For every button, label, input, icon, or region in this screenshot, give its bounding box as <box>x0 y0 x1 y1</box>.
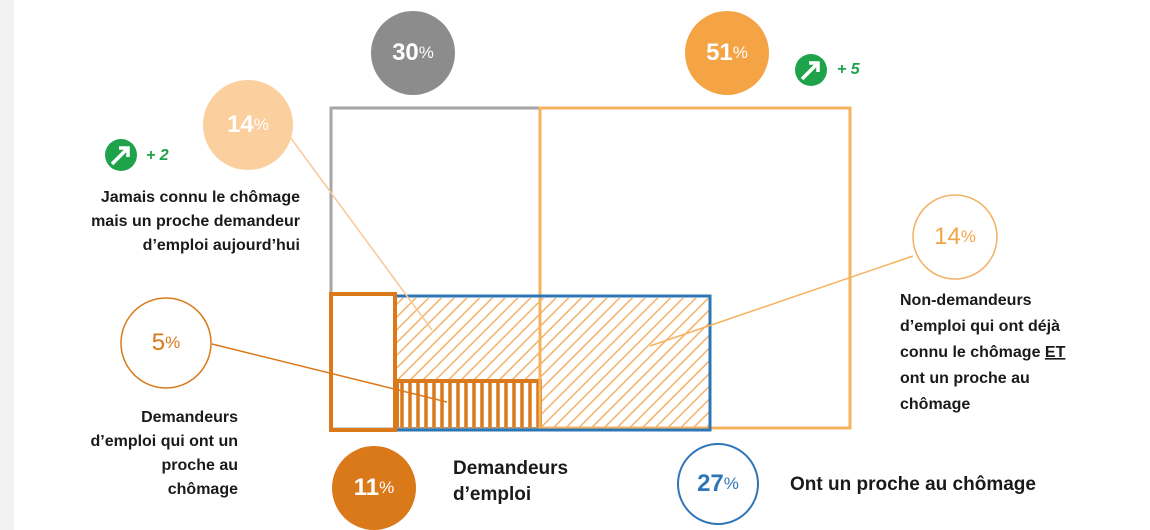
label: Ont un proche au chômage <box>790 474 1036 495</box>
bubble <box>912 194 998 280</box>
leader-line <box>275 117 433 331</box>
trend-label: + 2 <box>146 147 169 164</box>
bubble <box>332 446 416 530</box>
label: d’emploi aujourd’hui <box>143 237 300 254</box>
hatch-past-close <box>540 298 709 429</box>
label: d’emploi qui ont un <box>90 433 238 450</box>
bubble-value: 14% <box>227 111 269 138</box>
bubble <box>677 443 759 525</box>
bubble-value: 5% <box>152 329 180 356</box>
label: Non-demandeurs <box>900 292 1032 309</box>
set-has-close <box>538 106 852 430</box>
label: connu le chômage ET <box>900 344 1066 361</box>
label: Jamais connu le chômage <box>101 189 300 206</box>
label: ont un proche au <box>900 370 1030 387</box>
bubble <box>371 11 455 95</box>
bubble-value: 51% <box>706 39 748 66</box>
side-strip <box>0 0 14 530</box>
trend-icon <box>105 139 137 171</box>
trend-icon <box>795 54 827 86</box>
bubble <box>120 297 212 389</box>
label: chômage <box>900 396 970 413</box>
label: d’emploi <box>453 484 531 505</box>
trend-label: + 5 <box>837 61 861 78</box>
bubble-value: 14% <box>934 223 976 250</box>
hatch-close-only <box>397 298 540 380</box>
label: Demandeurs <box>453 458 568 479</box>
bubble-value: 27% <box>697 470 739 497</box>
bubble <box>203 80 293 170</box>
label: proche au <box>162 457 238 474</box>
label: mais un proche demandeur <box>91 213 300 230</box>
label: d’emploi qui ont déjà <box>900 318 1060 335</box>
label: Demandeurs <box>141 409 238 426</box>
label: chômage <box>168 481 238 498</box>
bubble-value: 11% <box>354 474 395 501</box>
set-seekers <box>329 292 397 432</box>
hatch-seekers-close <box>395 379 542 431</box>
bubble-value: 30% <box>392 39 434 66</box>
leader-line <box>211 343 448 403</box>
leader-line <box>649 255 914 347</box>
bubble <box>685 11 769 95</box>
